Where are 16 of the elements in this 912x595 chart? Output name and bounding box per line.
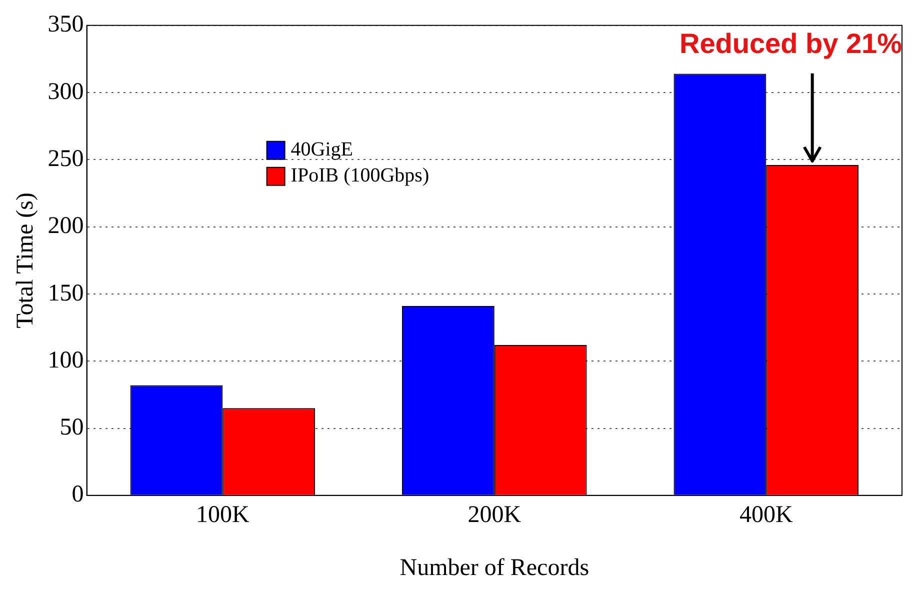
y-tick-label: 100 [48,347,84,374]
y-axis-title: Total Time (s) [12,192,39,328]
legend-label: 40GigE [290,138,354,161]
y-tick-label: 350 [48,12,84,38]
y-tick-label: 150 [48,280,84,306]
x-tick-label: 400K [739,502,794,528]
y-tick-label: 300 [48,78,84,105]
x-axis-title: Number of Records [400,554,590,581]
x-tick-label: 100K [196,502,250,528]
annotation: Reduced by 21% [679,28,902,60]
y-tick-label: 200 [48,213,84,240]
y-tick-label: 50 [60,414,84,441]
legend-label: IPoIB (100Gbps) [290,164,430,187]
x-tick-label: 200K [468,502,522,528]
y-tick-label: 250 [48,146,84,172]
y-tick-label: 0 [72,482,84,508]
